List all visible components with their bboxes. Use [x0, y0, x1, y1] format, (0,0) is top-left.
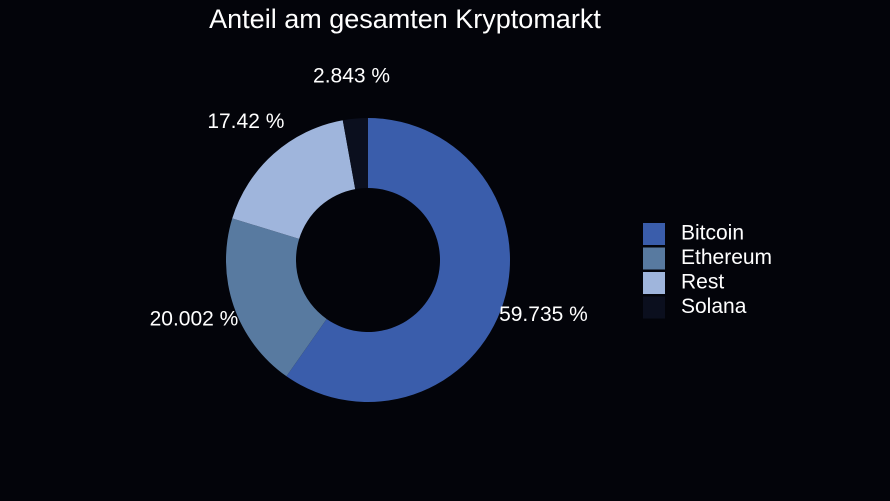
slice-rest — [232, 120, 356, 239]
data-label-rest: 17.42 % — [207, 110, 284, 133]
slice-ethereum — [226, 218, 327, 377]
legend-swatch-bitcoin — [643, 223, 665, 245]
legend-item-ethereum: Ethereum — [643, 246, 772, 270]
legend-swatch-rest — [643, 272, 665, 294]
chart-title: Anteil am gesamten Kryptomarkt — [209, 4, 601, 34]
slice-bitcoin — [286, 118, 511, 403]
slices-group — [226, 118, 511, 403]
legend-item-solana: Solana — [643, 295, 747, 319]
legend-label-ethereum: Ethereum — [681, 246, 772, 269]
data-label-solana: 2.843 % — [313, 64, 390, 87]
data-labels-group: 59.735 % 20.002 % 17.42 % 2.843 % — [150, 64, 588, 330]
data-label-ethereum: 20.002 % — [150, 307, 239, 330]
legend-item-bitcoin: Bitcoin — [643, 222, 744, 245]
legend-item-rest: Rest — [643, 271, 724, 294]
legend-swatch-solana — [643, 296, 665, 319]
legend-label-bitcoin: Bitcoin — [681, 222, 744, 245]
slice-solana — [342, 118, 368, 190]
legend-label-rest: Rest — [681, 271, 724, 294]
legend-swatch-ethereum — [643, 247, 665, 270]
data-label-bitcoin: 59.735 % — [499, 303, 588, 326]
legend-label-solana: Solana — [681, 295, 747, 318]
